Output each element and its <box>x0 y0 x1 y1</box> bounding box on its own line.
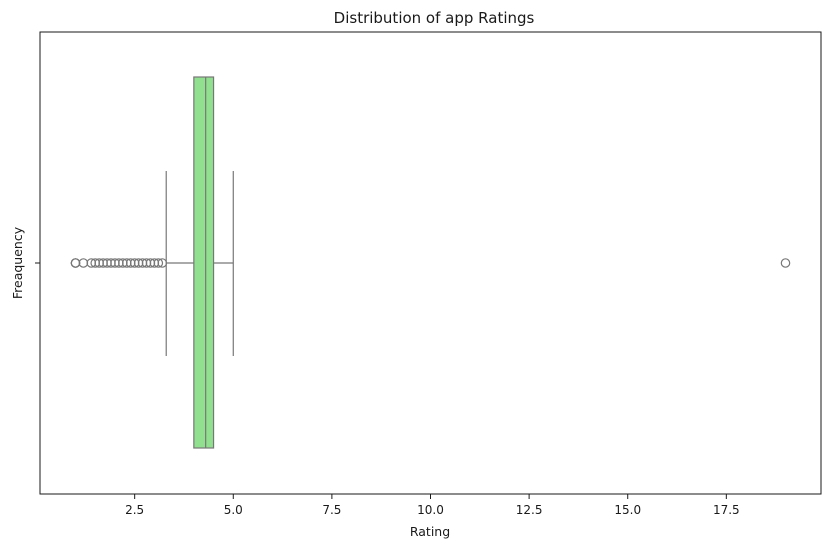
box-layer <box>165 76 234 449</box>
outlier-point <box>157 258 168 268</box>
outlier-point <box>78 258 89 268</box>
outlier-point <box>70 258 81 268</box>
x-tick-label: 15.0 <box>614 503 641 517</box>
outlier-layer <box>70 258 791 268</box>
x-tick-label: 7.5 <box>322 503 341 517</box>
chart-title: Distribution of app Ratings <box>334 9 535 27</box>
x-tick-label: 2.5 <box>125 503 144 517</box>
x-tick-label: 10.0 <box>417 503 444 517</box>
x-tick-label: 17.5 <box>713 503 740 517</box>
plot-area-frame <box>39 31 822 495</box>
y-axis-label: Freaquency <box>10 226 25 299</box>
interquartile-box <box>193 76 215 449</box>
x-tick-label: 5.0 <box>224 503 243 517</box>
outlier-point <box>780 258 791 268</box>
x-tick-label: 12.5 <box>516 503 543 517</box>
outlier-point <box>153 258 164 268</box>
x-axis-ticks: 2.5 5.0 7.5 10.0 12.5 15.0 17.5 <box>125 494 740 517</box>
x-axis-label: Rating <box>410 524 450 539</box>
